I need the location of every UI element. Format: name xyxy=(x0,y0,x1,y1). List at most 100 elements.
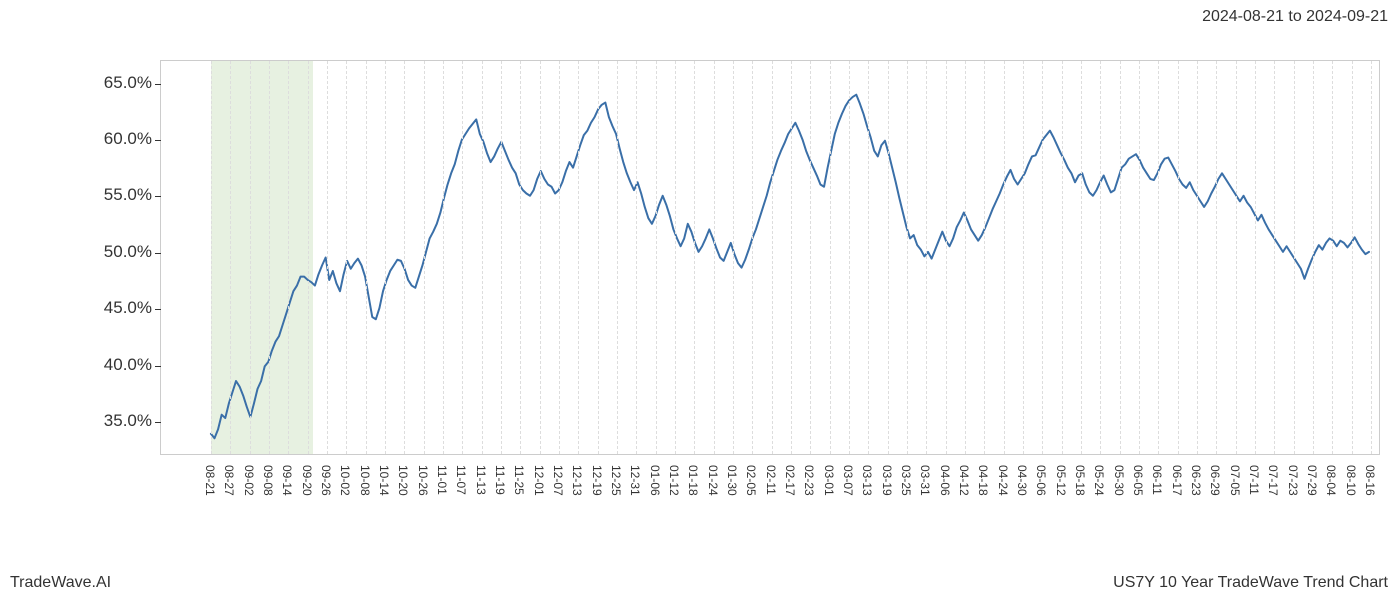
x-axis-label: 09-02 xyxy=(242,465,256,496)
x-axis-label: 01-18 xyxy=(686,465,700,496)
x-axis-label: 03-25 xyxy=(899,465,913,496)
x-gridline xyxy=(211,61,212,454)
x-axis-label: 01-24 xyxy=(706,465,720,496)
x-gridline xyxy=(849,61,850,454)
y-tick xyxy=(155,366,161,367)
x-axis-label: 12-01 xyxy=(532,465,546,496)
x-gridline xyxy=(1216,61,1217,454)
x-axis-label: 12-31 xyxy=(628,465,642,496)
x-axis-label: 01-12 xyxy=(667,465,681,496)
x-axis-label: 11-13 xyxy=(474,465,488,495)
y-tick xyxy=(155,309,161,310)
x-axis-label: 02-17 xyxy=(783,465,797,496)
x-axis-label: 03-13 xyxy=(860,465,874,496)
x-gridline xyxy=(694,61,695,454)
x-axis-label: 03-07 xyxy=(841,465,855,496)
x-gridline xyxy=(1062,61,1063,454)
x-axis-label: 12-07 xyxy=(551,465,565,496)
x-gridline xyxy=(733,61,734,454)
x-axis-label: 06-29 xyxy=(1208,465,1222,496)
x-gridline xyxy=(656,61,657,454)
x-gridline xyxy=(404,61,405,454)
x-gridline xyxy=(1274,61,1275,454)
x-axis-label: 04-30 xyxy=(1015,465,1029,496)
x-axis-label: 04-18 xyxy=(976,465,990,496)
date-range-label: 2024-08-21 to 2024-09-21 xyxy=(1202,8,1388,26)
x-gridline xyxy=(1236,61,1237,454)
x-gridline xyxy=(443,61,444,454)
x-axis-label: 07-11 xyxy=(1247,465,1261,495)
x-axis-label: 09-20 xyxy=(300,465,314,496)
x-gridline xyxy=(946,61,947,454)
x-axis-label: 10-14 xyxy=(377,465,391,496)
x-gridline xyxy=(1120,61,1121,454)
x-axis-label: 06-05 xyxy=(1131,465,1145,496)
x-axis-label: 10-08 xyxy=(358,465,372,496)
x-axis-label: 06-23 xyxy=(1189,465,1203,496)
x-gridline xyxy=(714,61,715,454)
x-gridline xyxy=(1255,61,1256,454)
y-tick xyxy=(155,253,161,254)
x-axis-label: 07-23 xyxy=(1286,465,1300,496)
x-gridline xyxy=(250,61,251,454)
x-axis-label: 05-18 xyxy=(1073,465,1087,496)
y-axis-label: 35.0% xyxy=(104,411,152,431)
x-axis-label: 11-07 xyxy=(454,465,468,495)
x-axis-label: 10-02 xyxy=(338,465,352,496)
x-axis-label: 07-05 xyxy=(1228,465,1242,496)
x-axis-label: 08-27 xyxy=(222,465,236,496)
x-axis-label: 11-19 xyxy=(493,465,507,495)
x-axis-label: 01-06 xyxy=(648,465,662,496)
x-gridline xyxy=(926,61,927,454)
x-gridline xyxy=(520,61,521,454)
x-gridline xyxy=(984,61,985,454)
x-axis-label: 05-24 xyxy=(1092,465,1106,496)
footer-title: US7Y 10 Year TradeWave Trend Chart xyxy=(1113,574,1388,592)
x-axis-label: 05-06 xyxy=(1034,465,1048,496)
x-gridline xyxy=(1197,61,1198,454)
x-axis-label: 09-26 xyxy=(319,465,333,496)
x-gridline xyxy=(288,61,289,454)
x-gridline xyxy=(230,61,231,454)
x-axis-label: 02-11 xyxy=(764,465,778,495)
x-gridline xyxy=(965,61,966,454)
x-gridline xyxy=(578,61,579,454)
x-gridline xyxy=(907,61,908,454)
x-gridline xyxy=(772,61,773,454)
x-gridline xyxy=(346,61,347,454)
x-gridline xyxy=(1313,61,1314,454)
x-axis-label: 11-25 xyxy=(512,465,526,495)
x-axis-label: 04-12 xyxy=(957,465,971,496)
x-gridline xyxy=(830,61,831,454)
x-axis-label: 03-01 xyxy=(822,465,836,496)
x-axis-label: 03-31 xyxy=(918,465,932,496)
x-gridline xyxy=(501,61,502,454)
x-gridline xyxy=(1023,61,1024,454)
x-axis-label: 08-21 xyxy=(203,465,217,496)
y-axis-label: 65.0% xyxy=(104,73,152,93)
x-axis-label: 02-23 xyxy=(802,465,816,496)
x-axis-label: 08-16 xyxy=(1363,465,1377,496)
x-axis-label: 08-10 xyxy=(1344,465,1358,496)
plot-area xyxy=(160,60,1380,455)
x-gridline xyxy=(791,61,792,454)
x-gridline xyxy=(1042,61,1043,454)
x-gridline xyxy=(540,61,541,454)
x-gridline xyxy=(868,61,869,454)
x-gridline xyxy=(559,61,560,454)
y-tick xyxy=(155,84,161,85)
x-axis-label: 01-30 xyxy=(725,465,739,496)
chart-container: 2024-08-21 to 2024-09-21 TradeWave.AI US… xyxy=(0,0,1400,600)
x-axis-label: 06-11 xyxy=(1150,465,1164,495)
x-axis-label: 08-04 xyxy=(1324,465,1338,496)
y-axis-label: 40.0% xyxy=(104,355,152,375)
x-gridline xyxy=(1352,61,1353,454)
y-tick xyxy=(155,140,161,141)
x-gridline xyxy=(482,61,483,454)
x-axis-label: 05-12 xyxy=(1054,465,1068,496)
x-axis-label: 12-19 xyxy=(590,465,604,496)
x-gridline xyxy=(1004,61,1005,454)
x-axis-label: 06-17 xyxy=(1170,465,1184,496)
y-axis-label: 45.0% xyxy=(104,298,152,318)
x-axis-label: 12-13 xyxy=(570,465,584,496)
